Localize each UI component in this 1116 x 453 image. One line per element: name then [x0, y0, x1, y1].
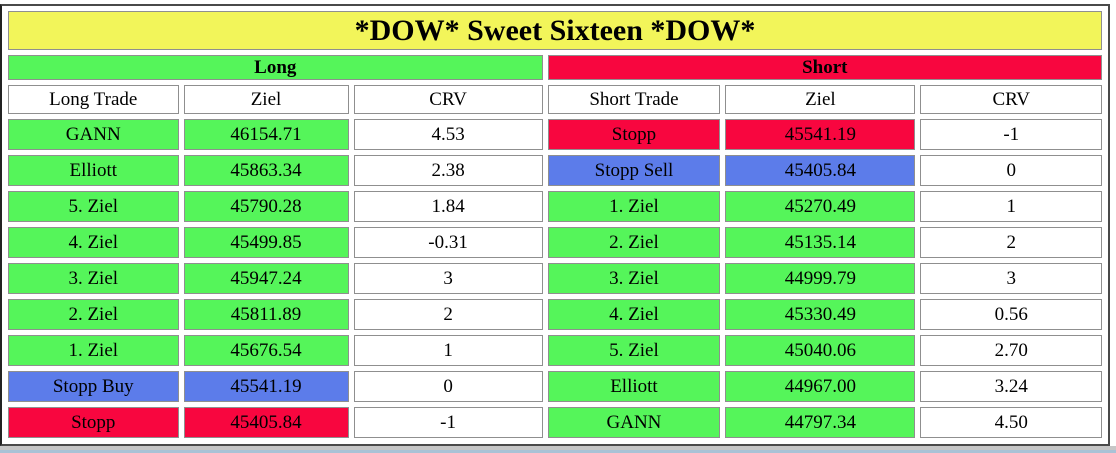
table-row: GANN 46154.71 4.53 Stopp 45541.19 -1 — [8, 119, 1102, 150]
short-crv-cell: 4.50 — [920, 407, 1102, 438]
long-crv-cell: -1 — [353, 407, 543, 438]
short-crv-cell: 2 — [920, 227, 1102, 258]
column-header-short-ziel: Ziel — [725, 85, 916, 114]
long-ziel-cell: 45811.89 — [183, 299, 349, 330]
short-ziel-cell: 45135.14 — [725, 227, 916, 258]
column-header-short-crv: CRV — [920, 85, 1102, 114]
long-crv-cell: 1.84 — [353, 191, 543, 222]
short-ziel-cell: 45040.06 — [725, 335, 916, 366]
short-crv-cell: 3 — [920, 263, 1102, 294]
long-ziel-cell: 45541.19 — [183, 371, 349, 402]
long-trade-cell: 5. Ziel — [8, 191, 179, 222]
long-trade-cell: 1. Ziel — [8, 335, 179, 366]
column-header-long-ziel: Ziel — [183, 85, 349, 114]
short-ziel-cell: 44967.00 — [725, 371, 916, 402]
section-header-long: Long — [8, 55, 543, 80]
short-ziel-cell: 45541.19 — [725, 119, 916, 150]
column-header-long-trade: Long Trade — [8, 85, 179, 114]
long-trade-cell: 3. Ziel — [8, 263, 179, 294]
short-crv-cell: 0.56 — [920, 299, 1102, 330]
column-header-short-trade: Short Trade — [547, 85, 721, 114]
long-ziel-cell: 45790.28 — [183, 191, 349, 222]
short-trade-cell: 1. Ziel — [547, 191, 721, 222]
table-row: Stopp Buy 45541.19 0 Elliott 44967.00 3.24 — [8, 371, 1102, 402]
long-crv-cell: 1 — [353, 335, 543, 366]
long-trade-cell: 2. Ziel — [8, 299, 179, 330]
long-trade-cell: 4. Ziel — [8, 227, 179, 258]
long-trade-cell: Elliott — [8, 155, 179, 186]
short-trade-cell: Stopp Sell — [547, 155, 721, 186]
short-ziel-cell: 44797.34 — [725, 407, 916, 438]
long-crv-cell: -0.31 — [353, 227, 543, 258]
short-trade-cell: 2. Ziel — [547, 227, 721, 258]
table-row: 5. Ziel 45790.28 1.84 1. Ziel 45270.49 1 — [8, 191, 1102, 222]
short-trade-cell: Stopp — [547, 119, 721, 150]
section-header-short: Short — [547, 55, 1102, 80]
long-crv-cell: 3 — [353, 263, 543, 294]
long-ziel-cell: 45676.54 — [183, 335, 349, 366]
long-crv-cell: 0 — [353, 371, 543, 402]
long-ziel-cell: 45499.85 — [183, 227, 349, 258]
title-row: *DOW* Sweet Sixteen *DOW* — [8, 11, 1102, 50]
long-trade-cell: Stopp Buy — [8, 371, 179, 402]
short-crv-cell: 1 — [920, 191, 1102, 222]
short-crv-cell: 0 — [920, 155, 1102, 186]
long-crv-cell: 2 — [353, 299, 543, 330]
table-row: Stopp 45405.84 -1 GANN 44797.34 4.50 — [8, 407, 1102, 438]
short-ziel-cell: 45330.49 — [725, 299, 916, 330]
short-ziel-cell: 45405.84 — [725, 155, 916, 186]
page-title: *DOW* Sweet Sixteen *DOW* — [8, 11, 1102, 50]
short-trade-cell: 4. Ziel — [547, 299, 721, 330]
long-crv-cell: 2.38 — [353, 155, 543, 186]
long-ziel-cell: 45947.24 — [183, 263, 349, 294]
long-trade-cell: Stopp — [8, 407, 179, 438]
table-row: 2. Ziel 45811.89 2 4. Ziel 45330.49 0.56 — [8, 299, 1102, 330]
column-header-long-crv: CRV — [353, 85, 543, 114]
short-trade-cell: Elliott — [547, 371, 721, 402]
sweet-sixteen-table: *DOW* Sweet Sixteen *DOW* Long Short Lon… — [3, 6, 1107, 443]
short-trade-cell: 3. Ziel — [547, 263, 721, 294]
table-row: Elliott 45863.34 2.38 Stopp Sell 45405.84 0 — [8, 155, 1102, 186]
section-header-row: Long Short — [8, 55, 1102, 80]
table-row: 1. Ziel 45676.54 1 5. Ziel 45040.06 2.70 — [8, 335, 1102, 366]
short-ziel-cell: 45270.49 — [725, 191, 916, 222]
long-ziel-cell: 45863.34 — [183, 155, 349, 186]
table-row: 3. Ziel 45947.24 3 3. Ziel 44999.79 3 — [8, 263, 1102, 294]
short-crv-cell: -1 — [920, 119, 1102, 150]
short-crv-cell: 3.24 — [920, 371, 1102, 402]
short-crv-cell: 2.70 — [920, 335, 1102, 366]
short-trade-cell: 5. Ziel — [547, 335, 721, 366]
sweet-sixteen-panel: *DOW* Sweet Sixteen *DOW* Long Short Lon… — [0, 4, 1110, 446]
short-ziel-cell: 44999.79 — [725, 263, 916, 294]
long-crv-cell: 4.53 — [353, 119, 543, 150]
short-trade-cell: GANN — [547, 407, 721, 438]
long-ziel-cell: 46154.71 — [183, 119, 349, 150]
column-header-row: Long Trade Ziel CRV Short Trade Ziel CRV — [8, 85, 1102, 114]
table-row: 4. Ziel 45499.85 -0.31 2. Ziel 45135.14 2 — [8, 227, 1102, 258]
long-trade-cell: GANN — [8, 119, 179, 150]
long-ziel-cell: 45405.84 — [183, 407, 349, 438]
